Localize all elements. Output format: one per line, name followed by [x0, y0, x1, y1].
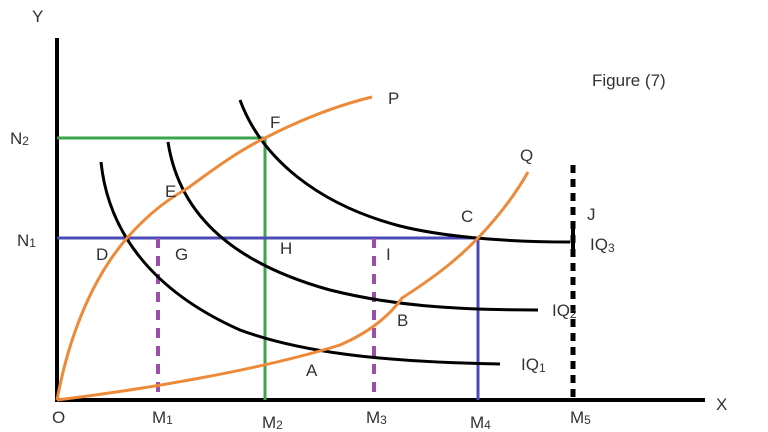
point-label-g: G: [175, 245, 188, 264]
point-label-j: J: [587, 205, 596, 224]
point-label-c: C: [461, 207, 473, 226]
curve-label-p: P: [388, 89, 399, 108]
x-tick-m2: M2: [262, 413, 283, 432]
isoquant-label-iq1: IQ1: [521, 355, 546, 375]
isoquant-iq1: [99, 161, 501, 366]
origin-label: O: [52, 408, 65, 427]
y-tick-n1: N1: [17, 231, 36, 250]
x-tick-m5: M5: [570, 408, 591, 427]
point-label-i: I: [386, 245, 391, 264]
curve-label-q: Q: [520, 146, 533, 165]
point-label-h: H: [280, 239, 292, 258]
y-tick-n2: N2: [10, 129, 29, 148]
point-label-d: D: [96, 245, 108, 264]
x-tick-m3: M3: [366, 408, 387, 427]
point-label-a: A: [306, 361, 318, 380]
x-tick-m1: M1: [152, 408, 173, 427]
isoquant-label-iq3: IQ3: [590, 235, 615, 255]
point-label-f: F: [270, 113, 280, 132]
y-axis-label: Y: [32, 7, 43, 26]
x-axis-label: X: [716, 395, 727, 414]
isoquant-iq3: [238, 99, 571, 244]
isoquant-iq2: [166, 141, 539, 312]
path-p-curve: [55, 95, 373, 401]
figure-title: Figure (7): [592, 71, 666, 90]
path-q-curve: [56, 171, 530, 402]
point-label-e: E: [165, 182, 176, 201]
x-tick-m4: M4: [470, 413, 491, 432]
isoquant-label-iq2: IQ2: [552, 301, 577, 321]
point-label-b: B: [397, 311, 408, 330]
